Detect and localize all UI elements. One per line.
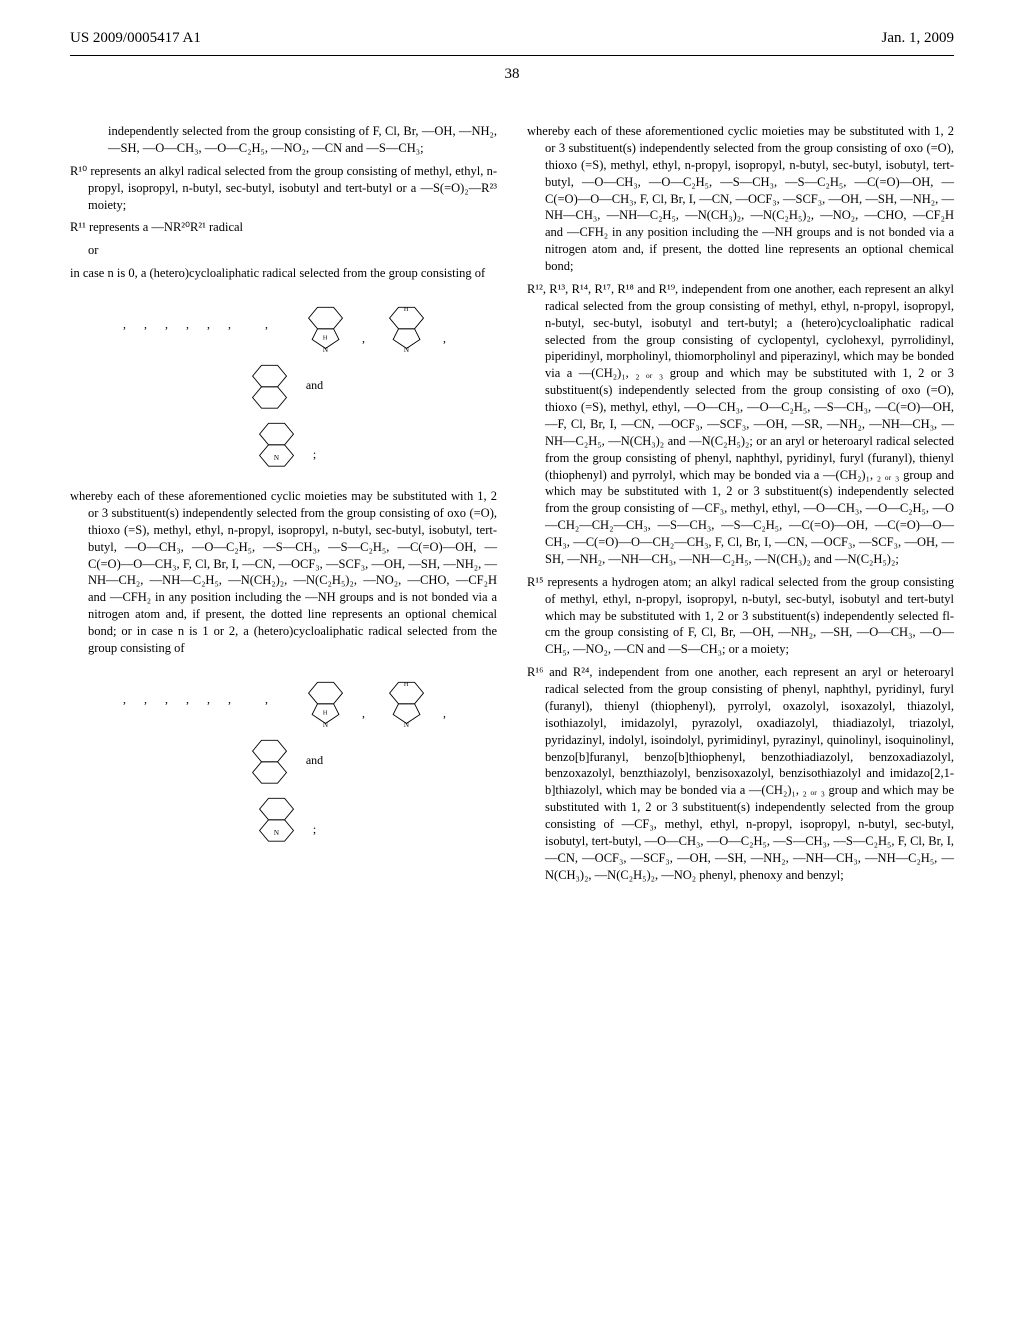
r10-definition: R¹⁰ represents an alkyl radical selected… [70,163,497,214]
separator-comma: , [207,691,210,713]
molecule-cyclohexane: , [121,691,126,713]
bicyclic-icon: NH [300,302,360,352]
svg-text:N: N [404,346,409,352]
molecule-pentagon-dashed-2: , [263,316,268,338]
molecule-cyclopentane: , [142,316,147,338]
molecule-bicyclic-final: N ; [251,793,316,843]
molecule-pyrrolidine: NH , [184,691,189,713]
svg-text:N: N [323,346,328,352]
terminator-semicolon: ; [313,446,316,468]
molecule-thiopentane: S , [163,691,168,713]
molecule-bicyclic-2: HN , [381,302,446,352]
right-column: whereby each of these aforementioned cyc… [527,123,954,890]
molecule-bicyclic-1: NH , [300,302,365,352]
whereby-paragraph-1: whereby each of these aforementioned cyc… [70,488,497,657]
molecule-bicyclic-3: and [244,360,323,410]
bicyclic-icon: NH [300,677,360,727]
svg-text:H: H [323,335,328,342]
bicyclic-hexhex-icon [244,360,304,410]
svg-text:H: H [323,709,328,716]
whereby-paragraph-2: whereby each of these aforementioned cyc… [527,123,954,275]
separator-comma: , [186,691,189,713]
svg-text:N: N [274,829,279,837]
molecule-bicyclic-2: HN , [381,677,446,727]
terminator-semicolon: ; [313,821,316,843]
chemical-structures-block-1: , , S , NH , NH , N—H , [70,302,497,468]
separator-comma: , [144,691,147,713]
molecule-heptane-nh: N—H , [226,316,231,338]
bicyclic-n-final-icon: N [251,793,311,843]
chemical-structures-block-2: , , S , NH , NH , N—H , N—H [70,677,497,843]
bicyclic-nh-icon: HN [381,302,441,352]
molecule-bicyclic-final: N ; [251,418,316,468]
molecule-piperidine: NH , [205,691,210,713]
separator-comma: , [207,316,210,338]
patent-number: US 2009/0005417 A1 [70,30,201,47]
molecule-cyclohexane: , [121,316,126,338]
svg-text:H: H [404,306,409,313]
separator-comma: , [123,316,126,338]
r11-definition: R¹¹ represents a —NR²⁰R²¹ radical [70,219,497,236]
or-connector: or [70,242,497,259]
separator-comma: , [186,316,189,338]
molecule-pyrrolidine: NH , [184,316,189,338]
r16-definition: R¹⁶ and R²⁴, independent from one anothe… [527,664,954,883]
continuation-paragraph: independently selected from the group co… [108,123,497,157]
publication-date: Jan. 1, 2009 [882,30,955,47]
svg-text:N: N [323,721,328,727]
separator-comma: , [123,691,126,713]
separator-comma: , [265,691,268,713]
separator-comma: , [228,691,231,713]
separator-comma: , [362,705,365,727]
page-number: 38 [0,66,1024,83]
separator-comma: , [443,705,446,727]
svg-text:N: N [404,721,409,727]
separator-comma: , [144,316,147,338]
separator-comma: , [362,330,365,352]
and-connector: and [306,752,323,768]
r12-definition: R¹², R¹³, R¹⁴, R¹⁷, R¹⁸ and R¹⁹, indepen… [527,281,954,568]
bicyclic-n-final-icon: N [251,418,311,468]
r15-definition: R¹⁵ represents a hydrogen atom; an alkyl… [527,574,954,658]
separator-comma: , [228,316,231,338]
molecule-bicyclic-3: and [244,735,323,785]
header-rule [70,55,954,56]
separator-comma: , [443,330,446,352]
bicyclic-hexhex-icon [244,735,304,785]
svg-text:H: H [404,681,409,688]
molecule-piperidine: NH , [205,316,210,338]
molecule-thiopentane: S , [163,316,168,338]
separator-comma: , [165,316,168,338]
molecule-heptane-nh: N—H , [226,691,231,713]
svg-text:N: N [274,454,279,462]
molecule-cyclopentane: , [142,691,147,713]
molecule-pentagon-dashed-2: , [263,691,268,713]
case-n0-text: in case n is 0, a (hetero)cycloaliphatic… [70,265,497,282]
and-connector: and [306,377,323,393]
separator-comma: , [165,691,168,713]
two-column-layout: independently selected from the group co… [0,123,1024,890]
separator-comma: , [265,316,268,338]
molecule-bicyclic-1: NH , [300,677,365,727]
page-header: US 2009/0005417 A1 Jan. 1, 2009 [0,0,1024,55]
bicyclic-nh-icon: HN [381,677,441,727]
left-column: independently selected from the group co… [70,123,497,890]
